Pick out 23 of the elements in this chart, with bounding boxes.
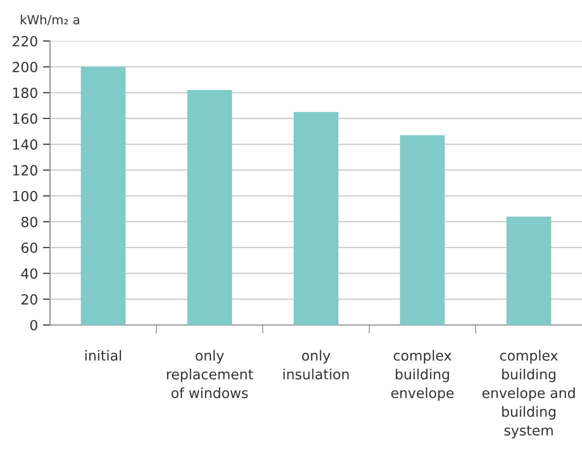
y-tick-label: 60 bbox=[21, 242, 38, 254]
y-tick-label: 20 bbox=[22, 294, 38, 305]
y-tick-label: 100 bbox=[13, 190, 38, 202]
y-axis-title: kWh/m₂ a bbox=[20, 14, 80, 26]
y-tick-label: 140 bbox=[13, 139, 38, 150]
y-tick-label: 220 bbox=[12, 36, 38, 46]
y-tick-label: 180 bbox=[13, 88, 38, 98]
y-tick-label: 80 bbox=[21, 216, 38, 228]
y-tick-label: 160 bbox=[13, 113, 38, 124]
x-tick-label: only replacement of windows bbox=[167, 350, 254, 398]
y-tick-label: 0 bbox=[30, 320, 38, 330]
x-tick-label: only insulation bbox=[283, 350, 349, 380]
bar bbox=[506, 216, 552, 325]
bar bbox=[294, 112, 338, 325]
bar bbox=[400, 135, 445, 325]
x-tick-label: complex building envelope bbox=[391, 350, 454, 401]
x-tick-label: complex building envelope and building system bbox=[482, 350, 575, 438]
y-tick-label: 40 bbox=[21, 268, 38, 279]
x-tick-label: initial bbox=[85, 350, 121, 361]
bar bbox=[187, 90, 232, 325]
y-tick-label: 120 bbox=[13, 165, 38, 176]
bar bbox=[80, 66, 126, 325]
y-tick-label: 200 bbox=[12, 62, 38, 72]
